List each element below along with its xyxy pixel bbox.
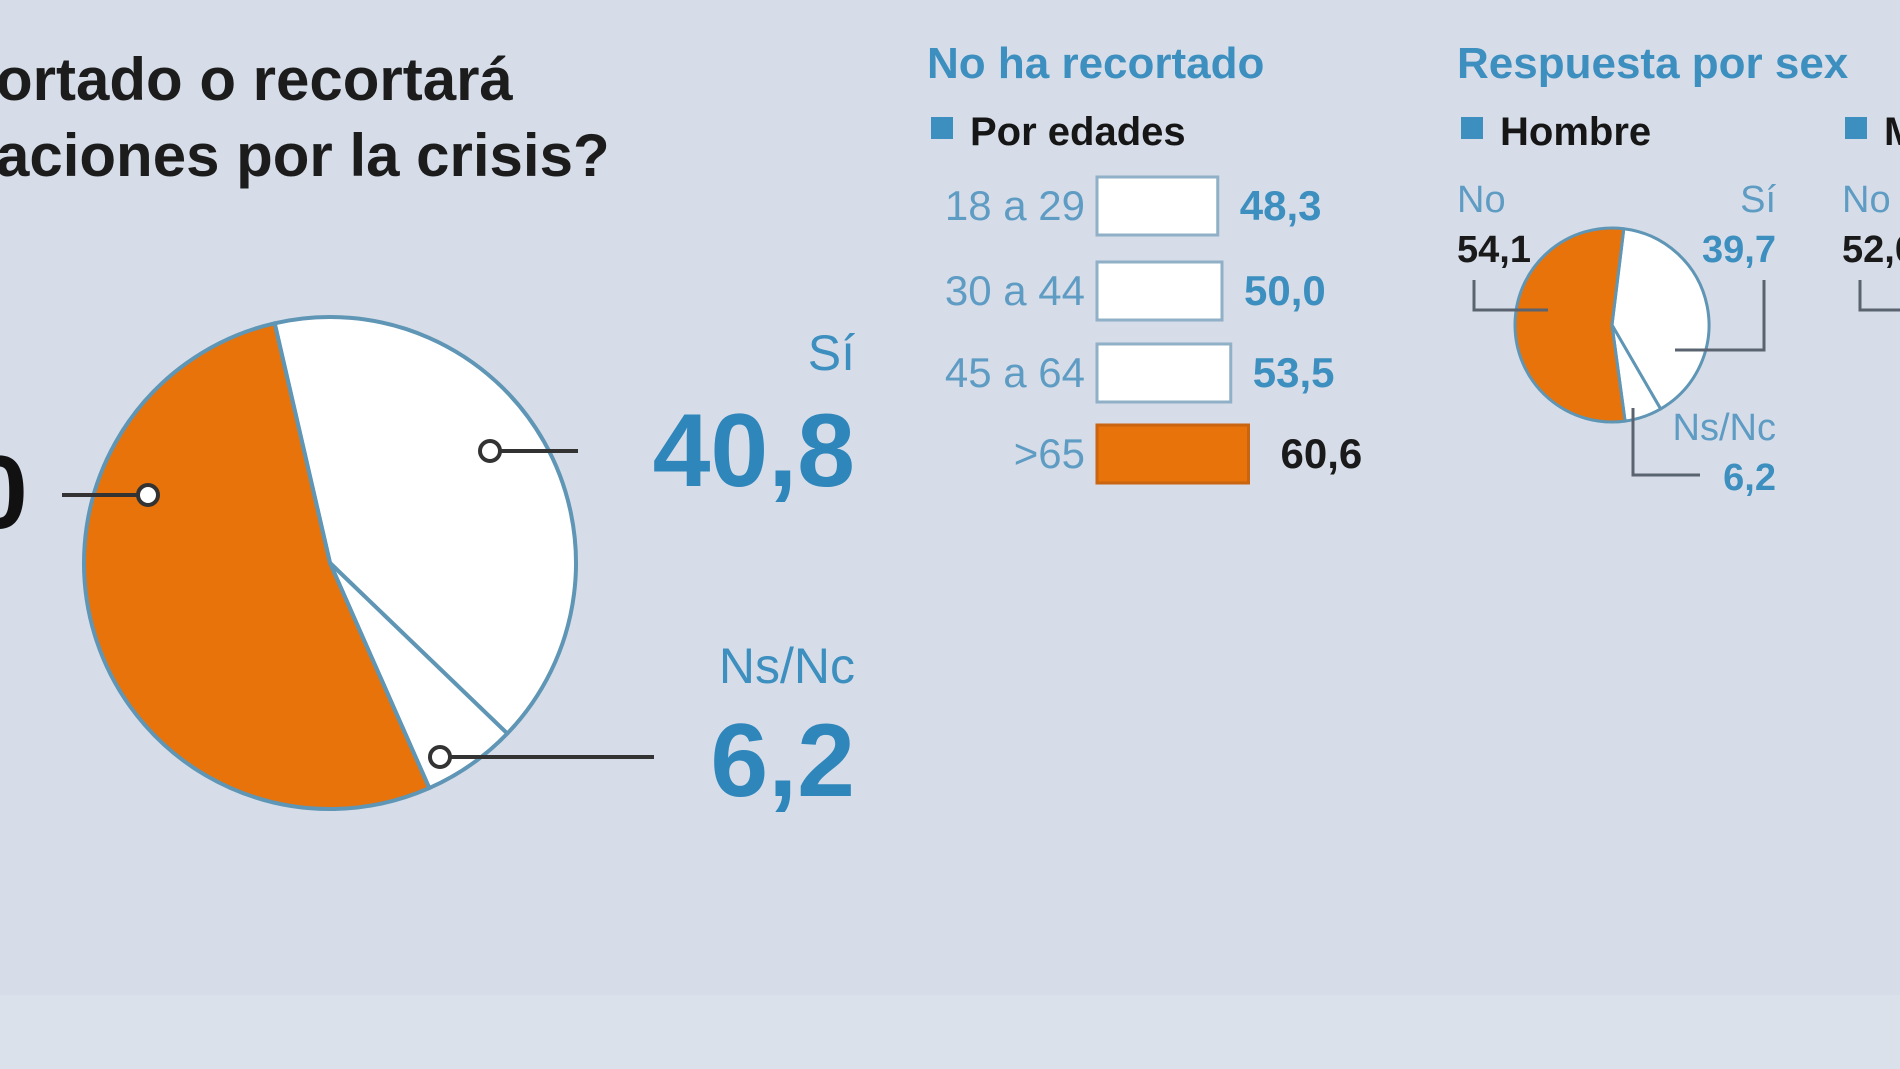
leader-dot-nsnc xyxy=(428,745,452,769)
mujer-leader-no xyxy=(1858,280,1900,312)
age-value: 53,5 xyxy=(1253,349,1335,396)
bars-subtitle: Por edades xyxy=(970,110,1186,154)
question-line-2: aciones por la crisis? xyxy=(0,122,610,189)
hombre-no-value: 54,1 xyxy=(1457,229,1531,271)
hombre-leader-nsnc xyxy=(1631,408,1700,477)
leader-dot-no xyxy=(136,483,160,507)
age-value: 60,6 xyxy=(1281,430,1363,477)
age-bar xyxy=(1095,342,1233,404)
bars-title: No ha recortado xyxy=(927,39,1264,88)
hombre-subtitle: Hombre xyxy=(1500,110,1651,154)
hombre-nsnc-label: Ns/Nc xyxy=(1673,407,1776,449)
hombre-no-label: No xyxy=(1457,179,1506,221)
age-bar xyxy=(1095,423,1250,485)
bullet-square-mujer xyxy=(1845,117,1867,139)
bullet-square xyxy=(931,117,953,139)
pie-slice-no xyxy=(1513,226,1627,424)
age-bar xyxy=(1095,260,1224,322)
hombre-nsnc-value: 6,2 xyxy=(1723,457,1776,499)
hombre-si-value: 39,7 xyxy=(1702,229,1776,271)
bottom-band xyxy=(0,995,1900,1069)
nsnc-value: 6,2 xyxy=(710,703,855,819)
age-label: >65 xyxy=(1014,430,1085,477)
age-label: 30 a 44 xyxy=(945,267,1085,314)
bullet-square-hombre xyxy=(1461,117,1483,139)
hombre-si-label: Sí xyxy=(1740,179,1776,221)
age-label: 18 a 29 xyxy=(945,182,1085,229)
hombre-pie xyxy=(1513,226,1711,424)
mujer-no-value: 52,0 xyxy=(1842,229,1900,271)
pie-slice-s xyxy=(272,315,578,736)
age-value: 50,0 xyxy=(1244,267,1326,314)
main-pie xyxy=(82,315,578,811)
pie-slice-no xyxy=(82,321,432,811)
leader-dot-si xyxy=(478,439,502,463)
no-value: 0 xyxy=(0,435,28,551)
mujer-no-label: No xyxy=(1842,179,1891,221)
si-value: 40,8 xyxy=(653,393,855,509)
age-bars: 18 a 29 48,3 30 a 44 50,0 45 a 64 53,5 >65 60,6 xyxy=(945,175,1363,485)
age-label: 45 a 64 xyxy=(945,349,1085,396)
sex-title: Respuesta por sex xyxy=(1457,39,1849,88)
age-bar xyxy=(1095,175,1220,237)
nsnc-label: Ns/Nc xyxy=(719,638,855,694)
si-label: Sí xyxy=(808,325,855,381)
hombre-leader-no xyxy=(1472,280,1548,312)
age-value: 48,3 xyxy=(1240,182,1322,229)
hombre-leader-si xyxy=(1675,280,1766,352)
mujer-subtitle: M xyxy=(1884,110,1900,154)
question-line-1: ortado o recortará xyxy=(0,46,513,113)
